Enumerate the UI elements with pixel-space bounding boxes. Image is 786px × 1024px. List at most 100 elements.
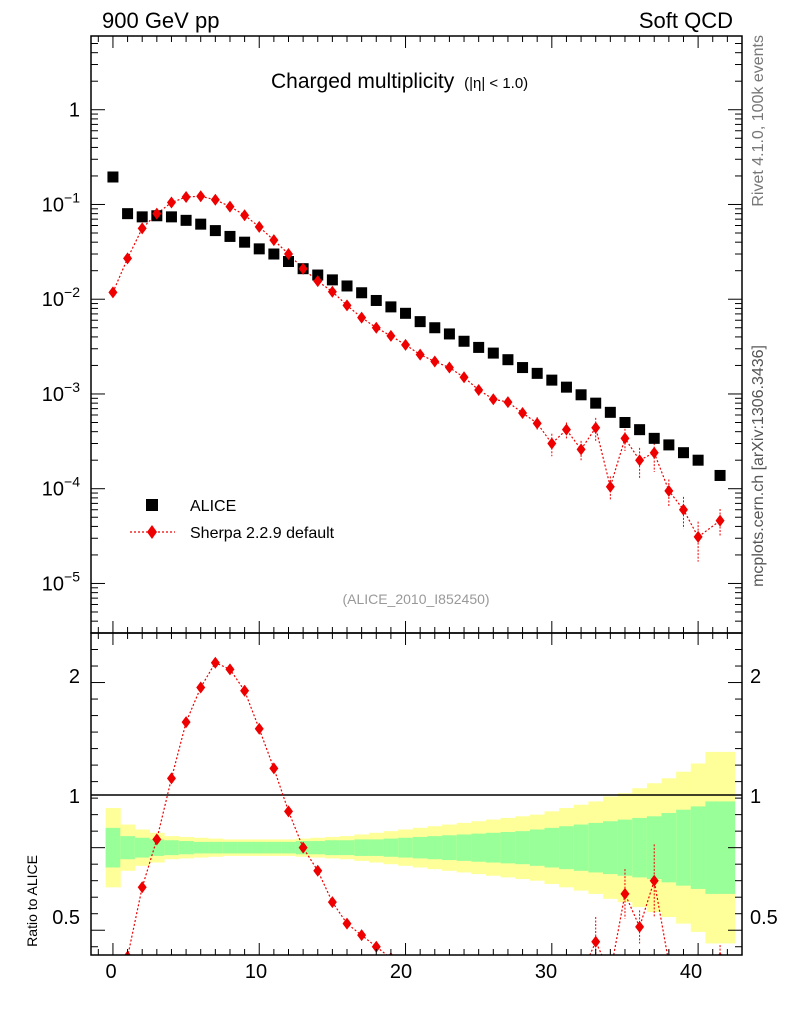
mc-point — [327, 285, 337, 298]
band-inner-bin — [354, 839, 370, 856]
alice-point — [195, 218, 207, 230]
legend-marker-sherpa — [147, 525, 157, 539]
mc-point — [561, 423, 571, 436]
ratio-mc-point — [196, 681, 206, 694]
band-inner-bin — [529, 829, 546, 866]
mc-point — [605, 480, 615, 493]
mc-point — [137, 222, 147, 235]
chart-title-main: Charged multiplicity — [271, 70, 455, 93]
band-inner-bin — [646, 816, 663, 880]
ratio-mc-point — [327, 896, 337, 909]
band-inner-bin — [676, 809, 692, 886]
ratio-mc-point — [635, 920, 645, 933]
ratio-ytick-right-1: 1 — [750, 786, 761, 808]
alice-point — [180, 214, 192, 226]
ratio-uncertainty-band — [105, 751, 736, 944]
ratio-ytick-left-2: 2 — [69, 666, 80, 688]
band-inner-bin — [456, 834, 472, 861]
ratio-mc-point — [181, 716, 191, 729]
alice-point — [575, 389, 587, 401]
mc-point — [430, 355, 440, 368]
ratio-y-label: Ratio to ALICE — [24, 855, 40, 947]
ratio-mc-point — [503, 969, 512, 981]
ratio-mc-point — [269, 762, 279, 775]
band-inner-bin — [105, 827, 121, 868]
band-inner-bin — [632, 817, 648, 878]
mc-point — [210, 193, 220, 206]
alice-point — [253, 243, 265, 255]
alice-point — [677, 447, 689, 459]
mc-point — [401, 338, 411, 351]
band-inner-bin — [412, 836, 428, 859]
alice-point — [604, 406, 616, 418]
ratio-mc-point — [591, 935, 601, 948]
alice-point — [429, 322, 441, 334]
band-inner-bin — [427, 836, 443, 860]
ratio-mc-point — [152, 833, 162, 846]
alice-point — [590, 397, 602, 409]
ratio-mc-point — [460, 966, 469, 978]
alice-point — [502, 354, 514, 366]
mc-point — [488, 393, 498, 406]
mc-line — [112, 195, 721, 538]
band-inner-bin — [544, 827, 560, 868]
band-inner-bin — [603, 821, 619, 875]
alice-point — [560, 381, 572, 393]
side-text-bottom: mcplots.cern.ch [arXiv:1306.3436] — [750, 345, 767, 587]
alice-point — [209, 225, 221, 237]
alice-point — [268, 248, 280, 260]
mc-point — [166, 196, 176, 209]
axis-ticks — [91, 35, 743, 955]
mc-point — [298, 262, 308, 275]
ratio-mc-point — [357, 929, 367, 942]
band-inner-bin — [164, 840, 180, 856]
ratio-mc-point — [137, 881, 147, 894]
band-inner-bin — [178, 841, 194, 855]
alice-point — [370, 294, 382, 306]
band-inner-bin — [485, 832, 502, 863]
mc-point — [635, 454, 645, 467]
mc-point — [620, 432, 630, 445]
mc-point — [108, 286, 118, 299]
ratio-frame — [90, 632, 743, 956]
ratio-mc-point — [649, 874, 659, 887]
ratio-mc-point — [416, 961, 425, 973]
band-inner-bin — [266, 841, 282, 854]
alice-point — [619, 416, 631, 428]
alice-point — [487, 347, 499, 359]
ratio-mc-point — [240, 684, 250, 697]
band-inner-bin — [193, 841, 209, 854]
mc-point — [576, 443, 586, 456]
ratio-mc-point — [577, 969, 586, 981]
band-inner-bin — [281, 841, 297, 854]
ratio-mc-point — [562, 972, 571, 984]
band-inner-bin — [251, 841, 268, 854]
ratio-mc-point — [718, 952, 723, 955]
ratio-ytick-right-05: 0.5 — [750, 907, 778, 929]
band-inner-bin — [500, 831, 516, 864]
alice-point — [634, 424, 646, 436]
legend-marker-alice — [146, 499, 158, 511]
band-inner-bin — [383, 838, 399, 857]
alice-point — [663, 439, 675, 451]
mc-point — [225, 200, 235, 213]
alice-point — [107, 171, 119, 183]
band-inner-bin — [208, 841, 224, 854]
mc-point — [503, 396, 513, 409]
ratio-mc-point — [518, 970, 527, 982]
alice-point — [385, 301, 397, 313]
ratio-mc-point — [254, 722, 264, 735]
side-text-top: Rivet 4.1.0, 100k events — [750, 35, 767, 207]
ratio-ytick-left-05: 0.5 — [52, 907, 80, 929]
header-right: Soft QCD — [639, 8, 733, 33]
alice-point — [458, 335, 470, 347]
alice-point — [714, 469, 726, 481]
ratio-mc-point — [298, 841, 308, 854]
band-inner-bin — [120, 836, 136, 860]
ratio-mc-point — [474, 967, 483, 979]
mc-point — [715, 514, 725, 527]
mc-point — [371, 321, 381, 334]
alice-point — [326, 274, 338, 286]
mc-point — [313, 275, 323, 288]
alice-point — [224, 230, 236, 242]
